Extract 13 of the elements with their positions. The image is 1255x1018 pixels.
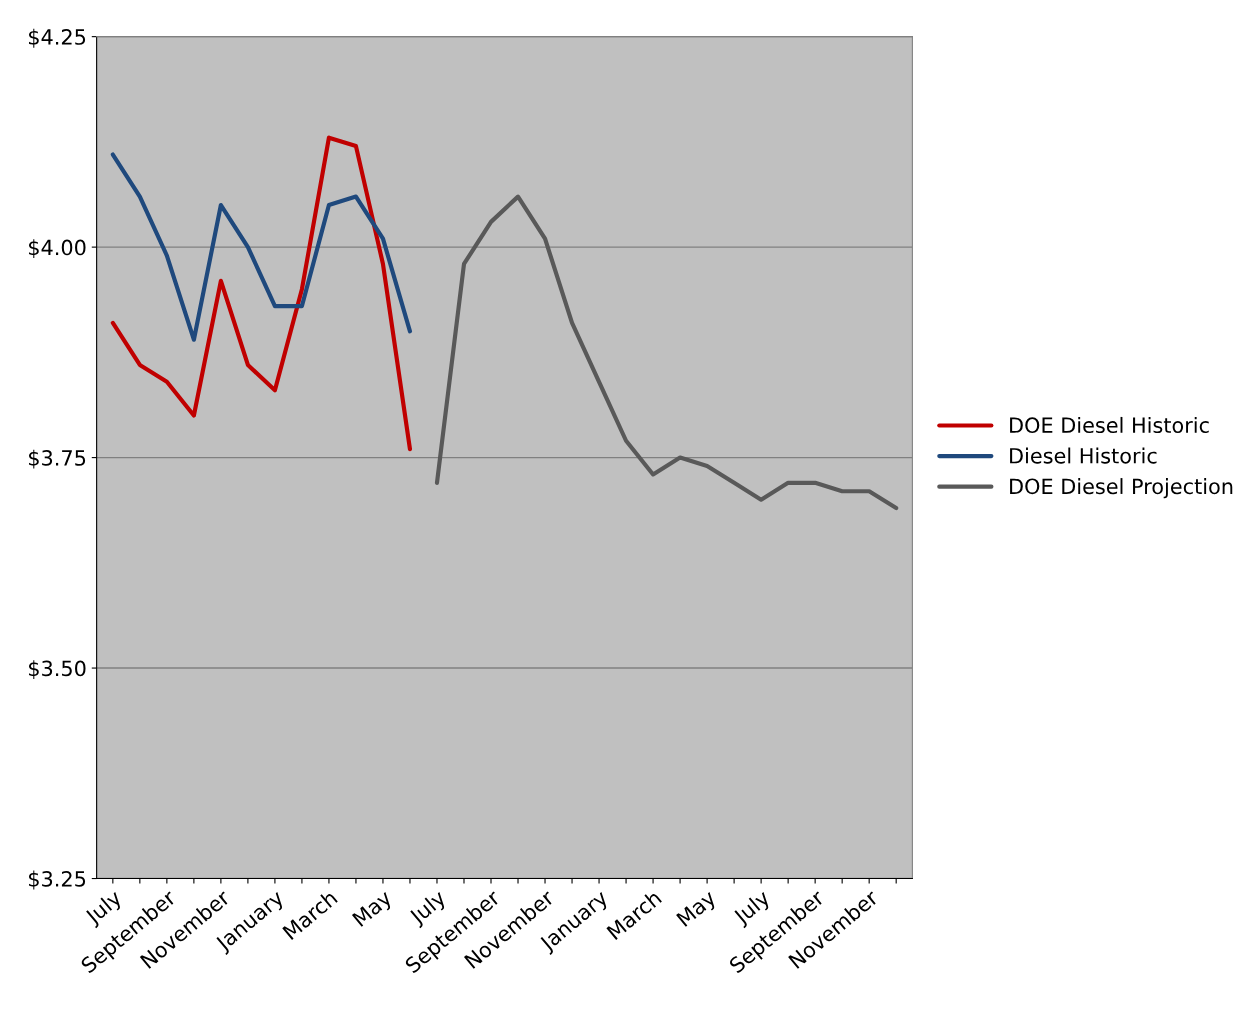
y-tick-label: $3.75 [29,449,86,469]
x-tick-label: May [676,889,720,931]
legend-label: DOE Diesel Projection [1010,478,1233,499]
legend-label: Diesel Historic [1010,447,1157,464]
line-series [110,152,413,342]
line-series [434,194,899,511]
y-tick-label: $4.00 [29,239,86,259]
x-tick-label: May [351,889,396,931]
legend-label: DOE Diesel Historic [1010,416,1209,434]
y-tick-label: $3.50 [29,660,86,680]
y-tick-label: $3.25 [29,870,86,890]
line-series [110,135,413,452]
y-tick-label: $4.25 [29,28,86,48]
